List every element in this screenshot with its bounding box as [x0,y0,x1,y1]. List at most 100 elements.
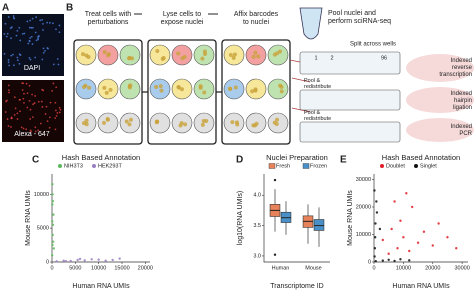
cell [102,85,107,90]
nucleus [37,129,40,132]
y-tick-label: 10000 [34,192,49,198]
nucleus [42,29,44,31]
well-label: 96 [381,55,387,61]
point [51,233,54,237]
nucleus [28,57,31,59]
nucleus [41,58,44,61]
step-text: Affix barcodes to nuclei [234,11,279,26]
nucleus [35,39,38,42]
legend-label: HEK293T [98,163,122,169]
nucleus [9,27,12,30]
nucleus [23,92,25,95]
y-tick-label: 0 [46,259,49,265]
nucleus [16,59,19,62]
nucleus [6,32,9,35]
cell [154,84,159,89]
cell [251,54,256,59]
nucleus [29,118,32,120]
cell [180,56,185,61]
nucleus [29,19,32,22]
nucleus [23,101,25,104]
point [51,254,54,257]
cell [127,85,132,90]
nucleus [29,37,32,39]
y-axis-title: log10(RNA UMIs) [237,191,244,245]
cell [279,89,284,94]
nucleus [56,58,59,60]
nucleus [18,26,21,29]
redistribute: Pool & redistribute [304,110,331,122]
point [51,223,55,226]
nucleus [6,118,9,120]
nucleus [37,37,39,39]
nucleus [44,113,47,115]
nucleus [52,22,54,25]
nucleus [19,98,21,101]
point [52,213,55,216]
nucleus [14,107,17,110]
cell-well [193,112,215,134]
nucleus [10,126,12,128]
legend-label: Fresh [276,163,290,169]
x-axis-title: Transcriptome ID [270,283,323,290]
cell [275,51,280,56]
nucleus [51,90,54,92]
point [118,257,121,260]
nucleus [27,42,30,45]
x-tick-label: 20000 [138,265,153,271]
nucleus [16,29,19,32]
cell [204,119,209,124]
line: Indexed [451,91,472,97]
nucleus [41,106,44,108]
cell [176,85,181,90]
nucleus [26,92,29,95]
nucleus [44,49,46,52]
line: Affix barcodes [234,11,279,18]
nucleus [7,84,10,87]
point [373,189,376,192]
point [405,192,408,195]
line: perturbations [88,19,129,26]
cell [80,52,85,57]
cell [179,87,184,92]
nucleus [39,19,42,22]
cell [200,56,205,61]
cell [102,50,107,55]
legend-swatch [414,164,418,168]
nucleus [54,101,57,104]
cell-grid [75,44,289,134]
line: Pool & [304,110,321,116]
nucleus [33,102,36,104]
nucleus [8,91,10,94]
nuclei [3,15,61,67]
point [446,236,449,239]
nucleus [22,127,25,130]
nucleus [55,28,57,31]
x-tick-label: 0 [50,265,53,271]
nucleus [7,59,10,61]
nucleus [10,26,13,29]
nucleus [10,37,12,40]
panel-label: A [2,3,9,14]
line: Pool nuclei and [328,10,376,17]
point [378,227,382,231]
cell-well [97,78,119,100]
y-tick-label: 0 [368,259,371,265]
line: Pool & [304,78,321,84]
nucleus [30,130,32,133]
point [51,193,54,196]
nucleus [42,47,45,50]
point [408,259,411,262]
micrograph [2,80,64,142]
point [55,260,58,263]
cell [106,52,111,57]
point [375,211,379,214]
point [374,222,377,225]
cell [154,120,159,125]
cell-well [75,78,97,100]
y-tick-label: 20000 [356,204,371,210]
x-axis-title: Human RNA UMIs [392,283,450,290]
cell [228,52,233,57]
nucleus [46,21,48,24]
nucleus [42,22,44,25]
